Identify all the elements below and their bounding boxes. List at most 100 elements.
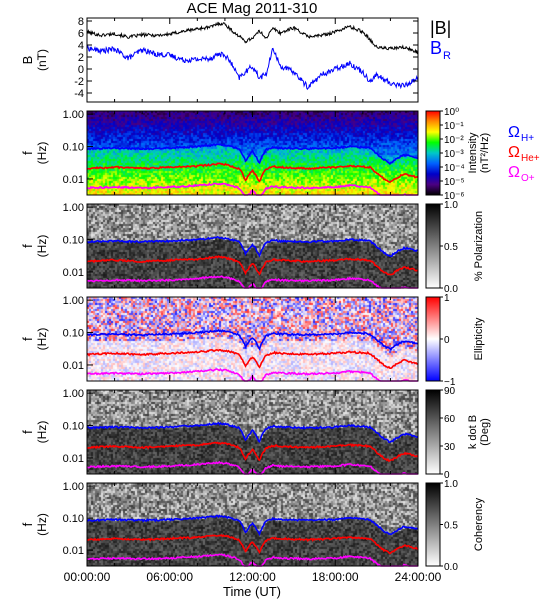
- colorbar-label: Coherency: [473, 497, 485, 551]
- y-tick-label: 0.10: [63, 142, 84, 154]
- gyrofreq-line: [86, 514, 419, 537]
- x-axis-label: Time (UT): [223, 584, 281, 599]
- colorbar-label: Intensity: [467, 132, 479, 173]
- gyrofreq-line: [86, 143, 419, 166]
- colorbar-tick-label: 10⁻³: [444, 149, 464, 160]
- colorbar-tick-label: 10⁻¹: [444, 121, 464, 132]
- series-line: [86, 21, 418, 55]
- y-tick-label: 1.00: [63, 481, 84, 493]
- gyrofreq-line: [87, 162, 419, 183]
- panel-frame: [86, 17, 419, 103]
- spectrogram-image: [87, 390, 418, 474]
- y-tick-label: 0.10: [63, 421, 84, 433]
- y-axis-units: (Hz): [35, 142, 49, 165]
- gyrofreq-line: [86, 328, 419, 352]
- colorbar-tick-label: 10⁻⁵: [444, 177, 465, 188]
- panel-frame: [86, 110, 419, 196]
- y-tick-label: -2: [74, 76, 84, 88]
- colorbar-tick-label: 90: [444, 386, 456, 397]
- y-axis-label: f: [20, 430, 35, 434]
- spectrogram-image: [87, 111, 418, 195]
- colorbar-tick-label: 10⁻⁴: [444, 163, 465, 174]
- y-tick-label: 0.01: [63, 174, 84, 186]
- legend-br: B: [430, 38, 442, 58]
- colorbar-tick-label: 60: [444, 414, 456, 425]
- colorbar-tick-label: 10⁻⁶: [444, 191, 465, 202]
- colorbar-units: (nT²/Hz): [479, 133, 491, 173]
- y-tick-label: 1.00: [63, 388, 84, 400]
- y-tick-label: 0.10: [63, 328, 84, 340]
- y-tick-label: 1.00: [63, 202, 84, 214]
- y-tick-label: 0.01: [63, 360, 84, 372]
- y-tick-label: 0: [78, 64, 84, 76]
- y-axis-label: B: [20, 56, 35, 65]
- colorbar: [425, 203, 441, 289]
- side-label: Ω: [508, 164, 520, 181]
- y-axis-units: (Hz): [35, 235, 49, 258]
- side-label-sub: O+: [521, 173, 535, 184]
- colorbar-tick-label: 0.5: [444, 242, 458, 253]
- panel-frame: [86, 482, 419, 567]
- legend-btot: |B|: [430, 18, 451, 38]
- y-axis-units: (Hz): [35, 421, 49, 444]
- y-tick-label: 6: [78, 28, 84, 40]
- y-tick-label: 1.00: [63, 295, 84, 307]
- y-axis-units: (nT): [35, 49, 49, 71]
- y-tick-label: 0.10: [63, 235, 84, 247]
- panel-1: 1.00 0.10 0.01 10⁰ 10⁻¹ 10⁻² 10⁻³ 10⁻⁴ 10⁻⁵ 10⁻⁶ I…: [20, 107, 540, 202]
- colorbar-tick-label: 0: [444, 335, 450, 346]
- colorbar-label: k dot B: [467, 415, 479, 449]
- y-axis-label: f: [20, 151, 35, 155]
- colorbar-tick-label: 30: [444, 442, 456, 453]
- y-tick-label: 0.01: [63, 453, 84, 465]
- colorbar-label: % Polarization: [473, 211, 485, 281]
- series-line: [86, 45, 419, 91]
- panel-4: 1.00 0.10 0.01 90 60 30 0 k dot B (Deg) f (Hz): [20, 386, 491, 481]
- panel-2: 1.00 0.10 0.01 1.0 0.5 0.0 % Polarization f (Hz): [20, 200, 485, 295]
- panel-frame: [86, 296, 419, 382]
- gyrofreq-line: [86, 441, 419, 463]
- colorbar-tick-label: 0: [444, 470, 450, 481]
- colorbar-tick-label: 10⁻²: [444, 135, 464, 146]
- panel-frame: [86, 203, 419, 289]
- colorbar-units: (Deg): [479, 418, 491, 446]
- gyrofreq-line: [86, 348, 418, 369]
- y-tick-label: 0.01: [63, 267, 84, 279]
- y-axis-label: f: [20, 522, 35, 526]
- y-tick-label: 1.00: [63, 109, 84, 121]
- gyrofreq-line: [86, 255, 419, 276]
- y-tick-label: 2: [78, 52, 84, 64]
- colorbar-tick-label: −1: [444, 377, 456, 388]
- x-tick-label: 24:00:00: [395, 570, 442, 584]
- colorbar: [425, 296, 441, 382]
- colorbar-tick-label: 10⁰: [444, 107, 459, 118]
- y-tick-label: 0.01: [63, 545, 84, 557]
- side-label-sub: H+: [521, 133, 534, 144]
- panel-frame: [86, 389, 419, 475]
- x-tick-label: 12:00:00: [229, 570, 276, 584]
- panel-5: 1.00 0.10 0.01 1.0 0.5 0.0 Coherency f (Hz): [20, 479, 485, 573]
- x-axis: 00:00:00 06:00:00 12:00:00 18:00:00 24:00:00: [64, 570, 442, 584]
- colorbar-tick-label: 0.0: [444, 284, 458, 295]
- y-tick-label: 0.10: [63, 513, 84, 525]
- colorbar: [425, 110, 441, 196]
- legend-br-sub: R: [443, 50, 451, 62]
- x-tick-label: 06:00:00: [146, 570, 193, 584]
- side-label: Ω: [508, 144, 520, 161]
- colorbar-tick-label: 1.0: [444, 200, 458, 211]
- y-axis-units: (Hz): [35, 328, 49, 351]
- gyrofreq-line: [86, 533, 419, 555]
- gyrofreq-line: [86, 235, 419, 258]
- y-tick-label: -4: [74, 88, 84, 100]
- x-tick-label: 18:00:00: [312, 570, 359, 584]
- colorbar-tick-label: 0.0: [444, 562, 458, 573]
- side-label: Ω: [508, 124, 520, 141]
- colorbar-tick-label: 1: [444, 293, 450, 304]
- colorbar: [425, 389, 441, 475]
- y-axis-label: f: [20, 337, 35, 341]
- side-label-sub: He+: [521, 153, 540, 164]
- y-tick-label: 4: [78, 40, 84, 52]
